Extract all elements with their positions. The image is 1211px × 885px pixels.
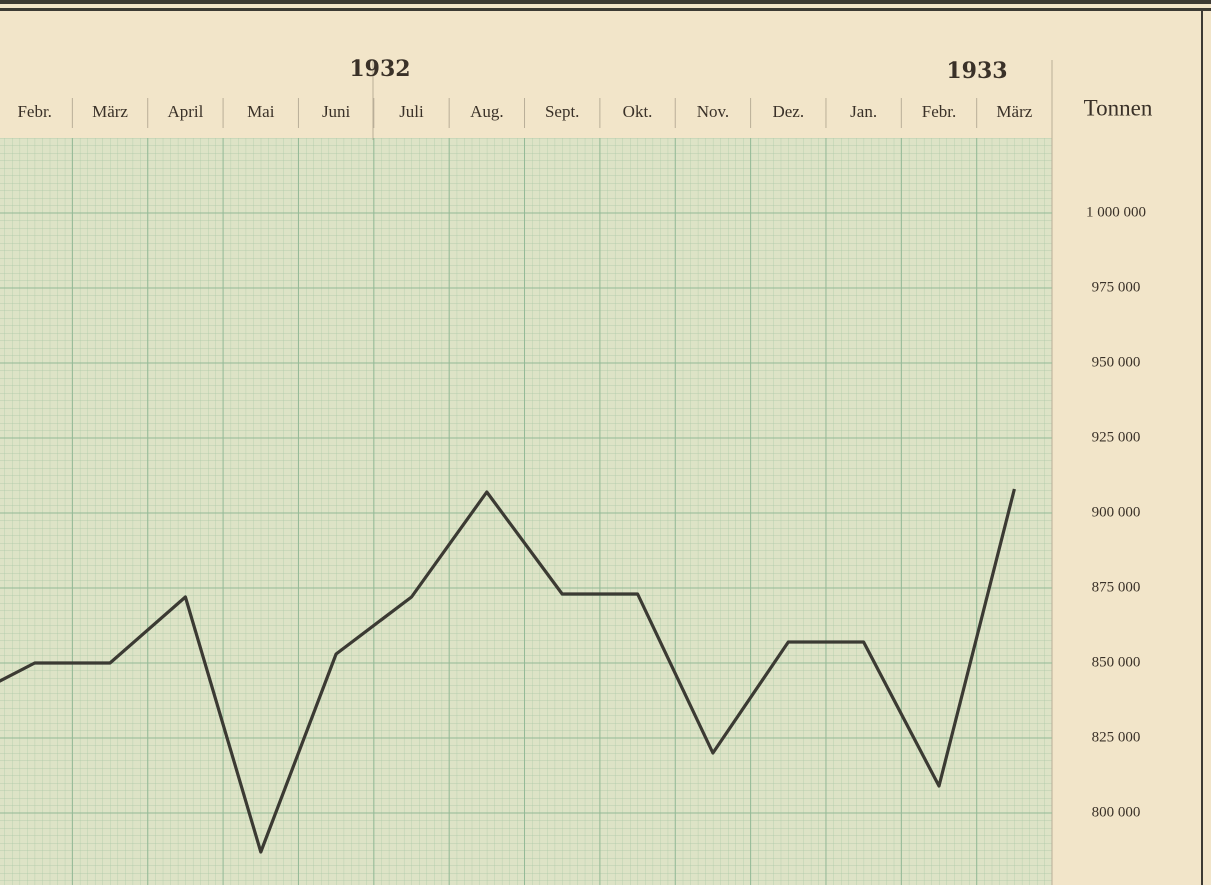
fine-grid <box>0 138 1052 885</box>
x-tick-label: Juli <box>399 102 424 121</box>
x-tick-label: April <box>167 102 203 121</box>
y-tick-label: 800 000 <box>1092 804 1141 820</box>
y-tick-label: 900 000 <box>1092 504 1141 520</box>
x-tick-label: Nov. <box>697 102 729 121</box>
data-line <box>0 488 1016 854</box>
x-tick-label: Febr. <box>922 102 956 121</box>
y-tick-label: 850 000 <box>1092 654 1141 670</box>
plot <box>0 488 1016 854</box>
y-tick-label: 1 000 000 <box>1086 204 1146 220</box>
year-label: 1933 <box>946 58 1007 84</box>
year-label: 1932 <box>349 56 410 82</box>
y-tick-label: 950 000 <box>1092 354 1141 370</box>
x-tick-label: Aug. <box>470 102 504 121</box>
x-tick-label: Okt. <box>623 102 653 121</box>
x-tick-label: Jan. <box>850 102 877 121</box>
x-tick-label: Febr. <box>17 102 51 121</box>
x-tick-label: Juni <box>322 102 351 121</box>
y-tick-label: 875 000 <box>1092 579 1141 595</box>
top-border <box>0 8 1211 11</box>
y-tick-label: 925 000 <box>1092 429 1141 445</box>
grid <box>0 138 1052 885</box>
x-tick-label: März <box>996 102 1032 121</box>
x-tick-label: Sept. <box>545 102 579 121</box>
y-tick-label: 825 000 <box>1092 729 1141 745</box>
x-tick-label: März <box>92 102 128 121</box>
x-tick-label: Dez. <box>772 102 804 121</box>
y-tick-label: 975 000 <box>1092 279 1141 295</box>
top-border <box>0 0 1211 4</box>
x-tick-label: Mai <box>247 102 275 121</box>
y-axis-label: Tonnen <box>1084 95 1153 120</box>
